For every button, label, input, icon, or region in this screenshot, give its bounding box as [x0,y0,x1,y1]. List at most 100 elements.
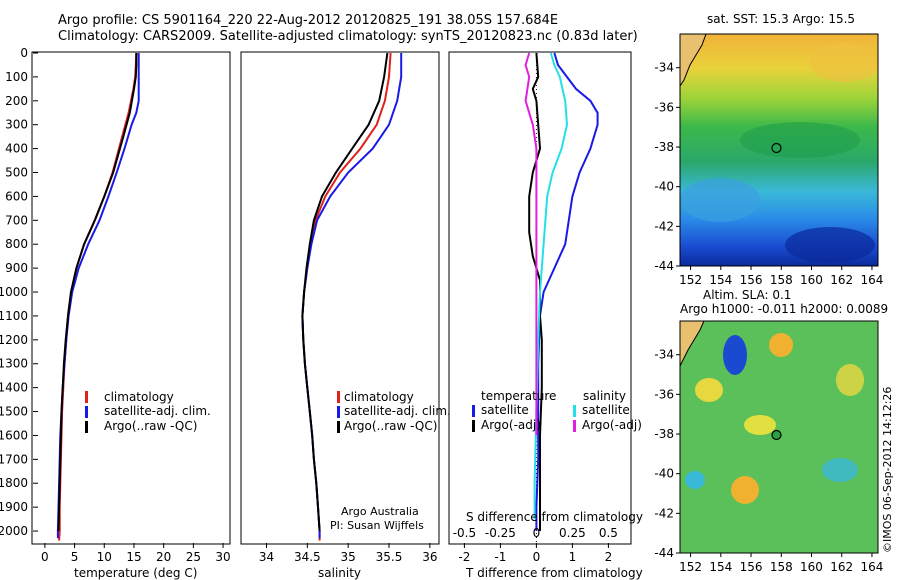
map-y-tick-label: -34 [654,61,674,75]
map-x-tick-label: 156 [740,560,763,574]
legend-temperature-title: temperature [481,389,556,403]
legend-swatch-climatology [85,391,88,403]
sst-cool-patch [680,178,760,222]
legend-swatch-t-satellite [472,405,475,417]
x-top-tick-label: -0.5 [453,526,476,540]
legend-t-satellite: satellite [481,403,529,417]
sla-low-anomaly-3 [822,458,858,482]
sla-high-anomaly-4 [731,476,759,504]
legend-satellite: satellite-adj. clim. [344,404,451,418]
series-line-temperature-argo-adj- [528,52,543,531]
map-x-tick-label: 152 [679,273,702,287]
x-tick-label: -1 [494,550,506,564]
depth-axis: 0 100 200 300 400 500 600 700 800 900 1000 1100 1200… [0,46,38,538]
y-tick-label: 0 [20,46,28,60]
sst-warm-patch [810,42,878,82]
y-tick-label: 1900 [0,500,28,514]
map-y-tick-label: -44 [654,546,674,560]
map-y-tick-label: -38 [654,140,674,154]
sla-map-subtitle: Argo h1000: -0.011 h2000: 0.0089 [680,302,888,316]
y-tick-label: 500 [5,166,28,180]
map-x-tick-label: 160 [800,273,823,287]
map-x-tick-label: 154 [709,273,732,287]
x-tick-label: 30 [215,550,230,564]
series-line-salinity-argo-adj- [524,52,538,436]
legend-swatch-s-satellite [573,405,576,417]
sla-low-anomaly-2 [685,471,705,489]
y-tick-label: 700 [5,213,28,227]
series-line-temperature-satellite [535,52,599,531]
y-tick-label: 1400 [0,381,28,395]
y-tick-label: 1000 [0,285,28,299]
map-x-tick-label: 156 [740,273,763,287]
x-tick-label: 25 [186,550,201,564]
header-line-2: Climatology: CARS2009. Satellite-adjuste… [58,29,638,44]
y-tick-label: 200 [5,94,28,108]
map-x-tick-label: 164 [861,273,884,287]
x-tick-label: 1 [569,550,577,564]
map-y-tick-label: -36 [654,387,674,401]
temperature-series [56,52,140,541]
x-top-tick-label: 0.25 [559,526,586,540]
sst-map-frame [679,33,879,267]
legend-salinity-title: salinity [583,389,626,403]
sla-high-anomaly-5 [836,364,864,396]
t-difference-axis-label: T difference from climatology [465,566,643,580]
map-y-tick-label: -34 [654,348,674,362]
x-tick-label: -2 [458,550,470,564]
legend-climatology: climatology [344,390,414,404]
temperature-legend: climatology satellite-adj. clim. Argo(..… [85,390,211,433]
x-tick-label: 34.5 [294,550,321,564]
x-tick-label: 10 [97,550,112,564]
difference-legend: temperature satellite Argo(-adj) salinit… [472,389,642,432]
legend-climatology: climatology [104,390,174,404]
sla-heatmap [680,321,878,553]
argo-position-marker [771,429,782,441]
map-x-tick-label: 158 [770,560,793,574]
y-tick-label: 400 [5,142,28,156]
sla-map-axes: 152 154 156 158 160 162 164 -34 -36 -38 -40 -42 -44 [654,348,883,574]
y-tick-label: 2000 [0,524,28,538]
map-x-tick-label: 154 [709,560,732,574]
map-y-tick-label: -42 [654,506,674,520]
series-line-argo-raw-qc- [57,53,138,532]
sla-map-frame [679,320,879,554]
sla-high-anomaly-3 [744,415,776,435]
legend-swatch-t-argo [472,420,475,432]
salinity-legend: climatology satellite-adj. clim. Argo(..… [337,390,451,433]
x-tick-label: 15 [126,550,141,564]
salinity-axis-label: salinity [318,566,361,580]
y-tick-label: 1700 [0,452,28,466]
temperature-panel-frame [31,51,231,545]
map-x-tick-label: 160 [800,560,823,574]
x-tick-label: 0 [533,550,541,564]
x-tick-label: 0 [41,550,49,564]
sla-high-anomaly [769,333,793,357]
map-x-tick-label: 162 [830,273,853,287]
sst-cold-patch [785,227,875,263]
legend-argo: Argo(..raw -QC) [104,419,197,433]
credit-pi: PI: Susan Wijffels [330,519,424,532]
y-tick-label: 600 [5,189,28,203]
sst-green-band [740,122,860,158]
sst-coastline [680,34,707,87]
y-tick-label: 1200 [0,333,28,347]
legend-satellite: satellite-adj. clim. [104,404,211,418]
sst-map-title: sat. SST: 15.3 Argo: 15.5 [707,12,855,26]
y-tick-label: 100 [5,70,28,84]
imos-credit: ©IMOS 06-Sep-2012 14:12:26 [881,387,894,553]
argo-position-marker [771,142,782,154]
series-line-argo-raw-qc- [301,52,389,532]
sst-heatmap [680,34,878,266]
x-tick-label: 2 [605,550,613,564]
x-tick-label: 35.5 [376,550,403,564]
legend-s-argo: Argo(-adj) [582,418,642,432]
difference-panel-frame [448,51,632,545]
sla-map-title: Altim. SLA: 0.1 [703,288,791,302]
y-tick-label: 1800 [0,476,28,490]
map-y-tick-label: -44 [654,259,674,273]
salinity-series [301,52,403,541]
y-tick-label: 1500 [0,405,28,419]
x-top-tick-label: 0 [533,526,541,540]
